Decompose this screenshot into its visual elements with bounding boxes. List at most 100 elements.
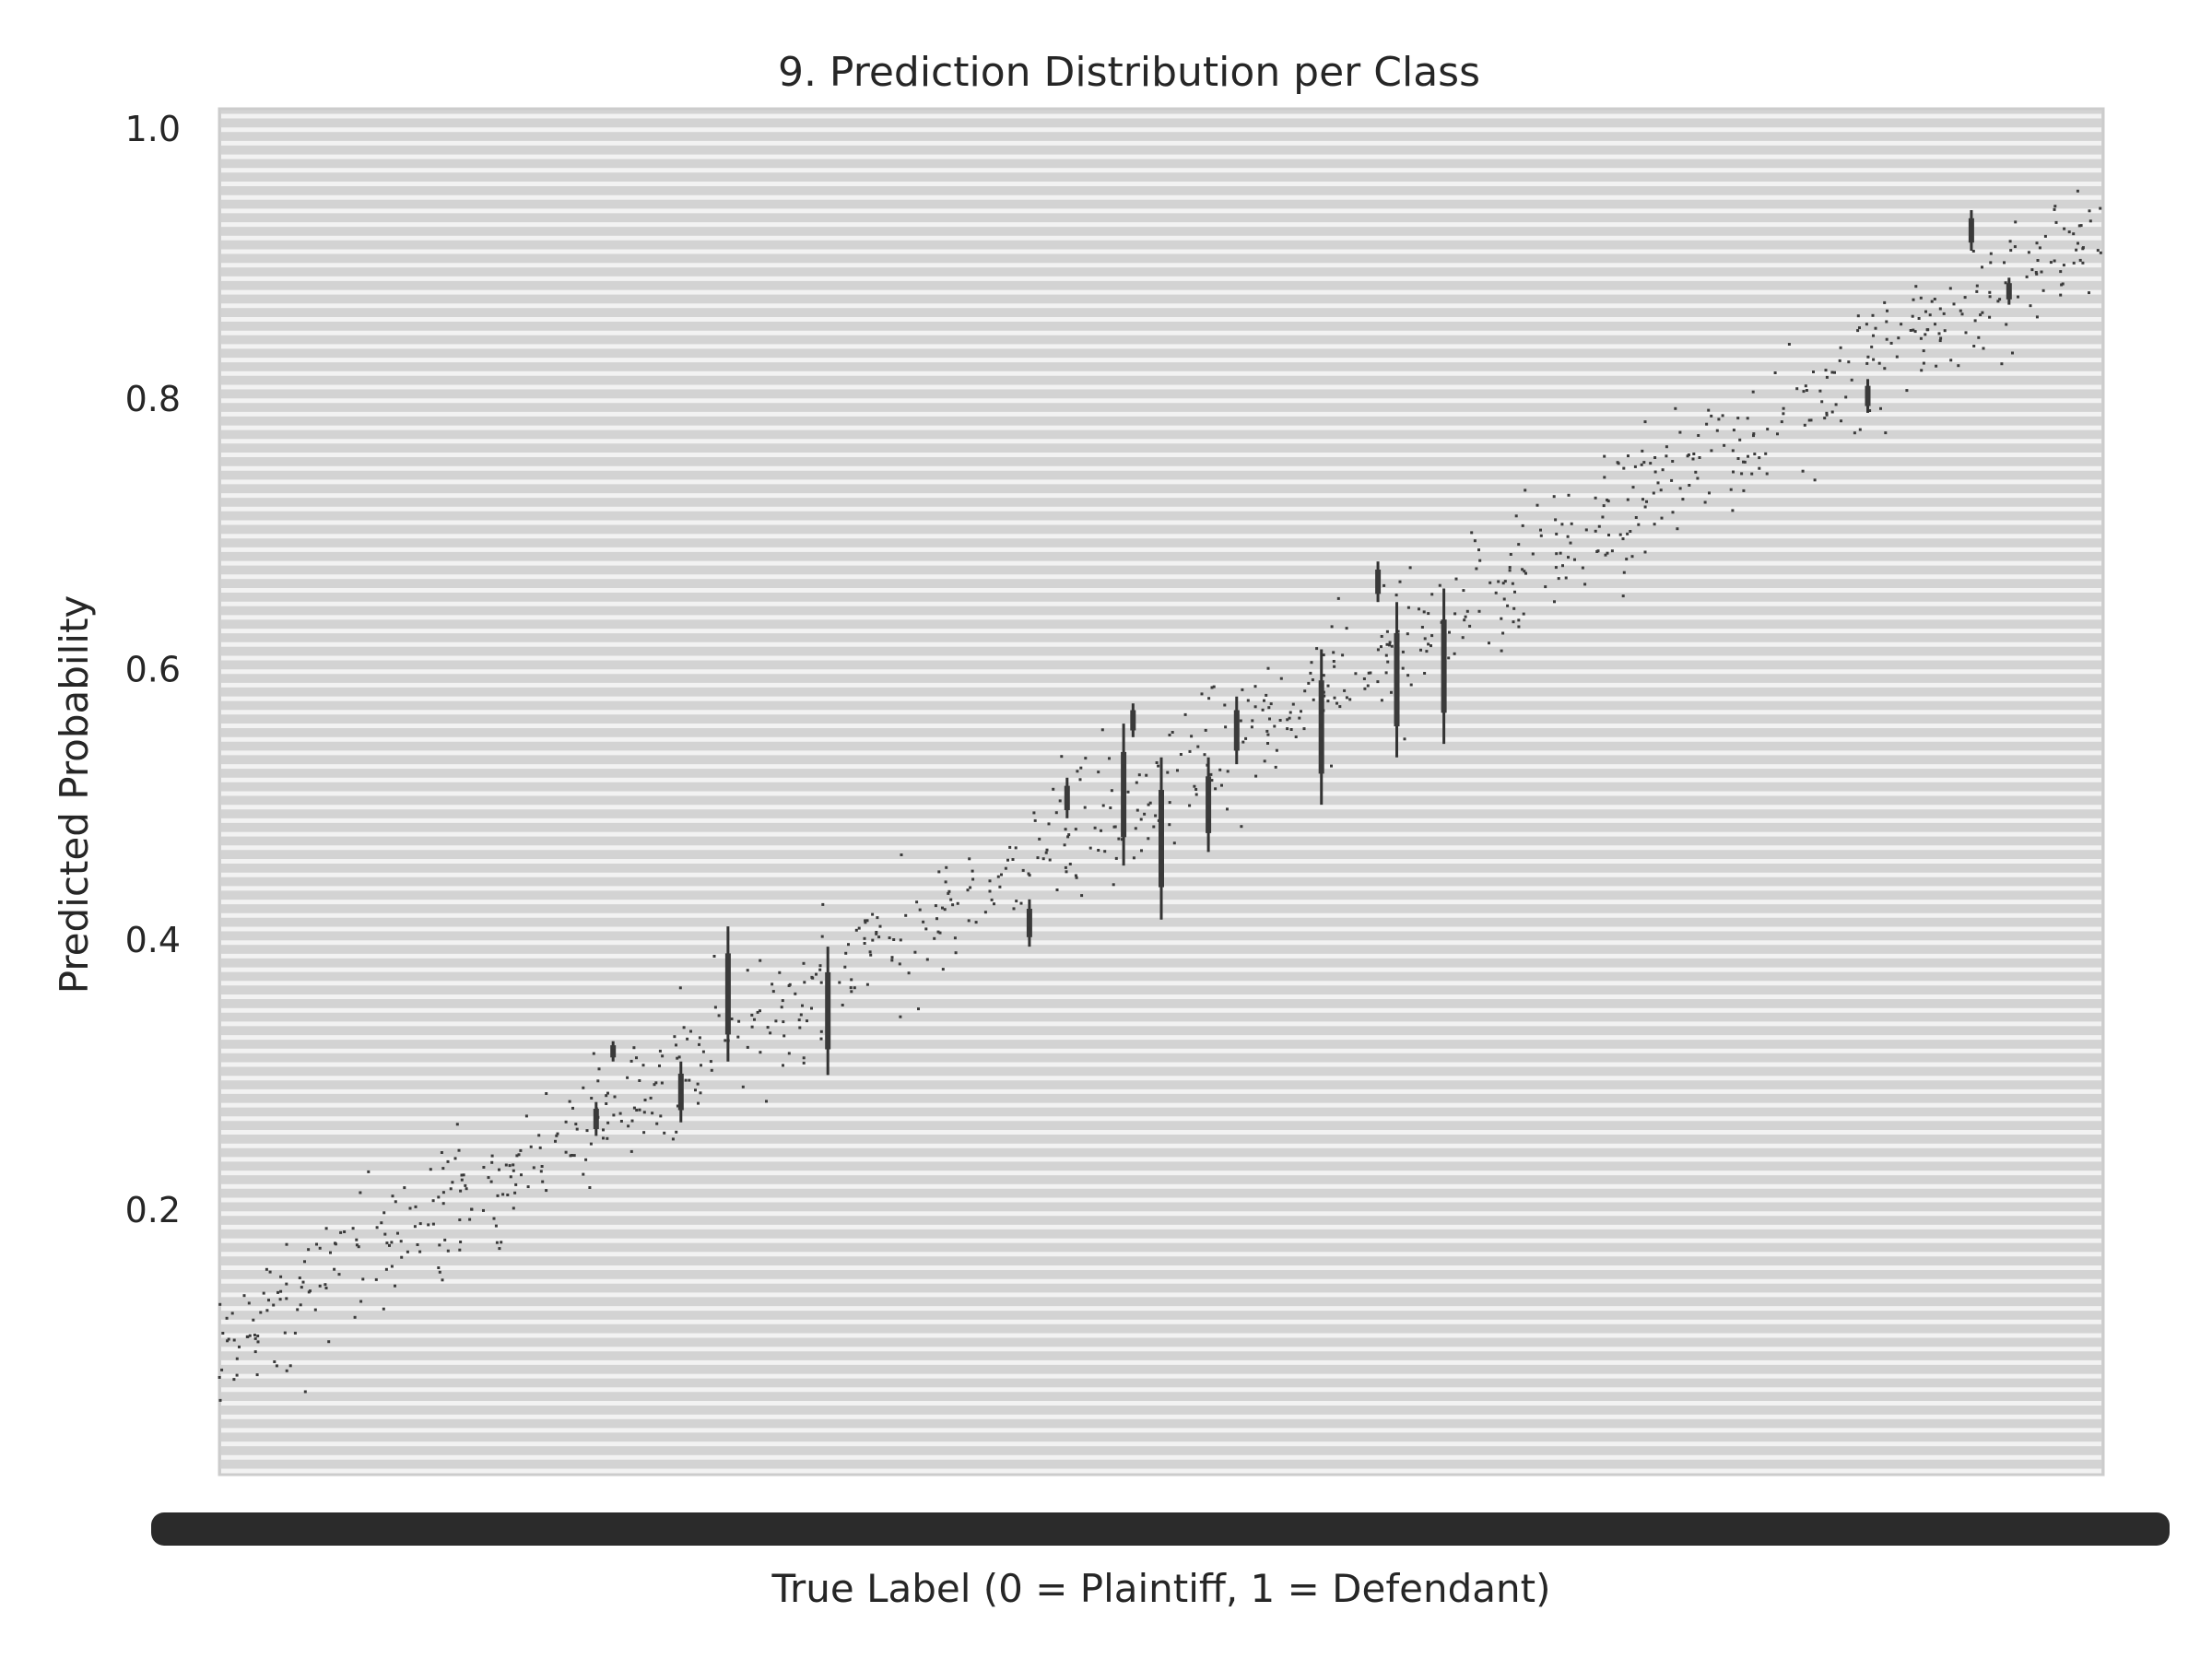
outlier-point (1567, 556, 1570, 559)
outlier-point (564, 1150, 568, 1154)
outlier-point (765, 1100, 768, 1103)
outlier-point (1981, 265, 1983, 269)
outlier-point (1570, 522, 1573, 525)
outlier-point (1294, 735, 1298, 738)
outlier-point (375, 1226, 379, 1230)
outlier-point (1535, 503, 1539, 507)
outlier-point (572, 1154, 576, 1158)
outlier-point (1188, 749, 1192, 753)
outlier-point (1041, 857, 1045, 861)
outlier-point (1606, 500, 1610, 503)
outlier-point (682, 1026, 686, 1030)
outlier-point (606, 1091, 609, 1095)
outlier-point (1453, 612, 1457, 616)
outlier-point (1312, 698, 1315, 701)
outlier-point (1825, 411, 1829, 415)
outlier-point (1905, 389, 1909, 393)
outlier-point (1048, 858, 1052, 862)
outlier-point (1524, 571, 1527, 575)
outlier-point (1622, 466, 1626, 470)
outlier-point (1752, 432, 1756, 436)
outlier-point (780, 1006, 783, 1009)
outlier-point (1209, 772, 1213, 776)
outlier-point (843, 965, 847, 969)
outlier-point (1948, 287, 1952, 290)
outlier-point (1135, 781, 1138, 784)
outlier-point (1121, 838, 1124, 841)
outlier-point (890, 956, 894, 959)
outlier-point (538, 1146, 542, 1149)
outlier-point (759, 1051, 762, 1054)
outlier-point (1640, 463, 1643, 466)
outlier-point (904, 913, 908, 917)
outlier-point (759, 959, 762, 962)
outlier-point (353, 1315, 357, 1319)
outlier-point (1751, 390, 1755, 394)
outlier-point (470, 1207, 474, 1211)
outlier-point (1004, 866, 1007, 870)
outlier-point (1288, 716, 1291, 720)
outlier-point (1265, 729, 1269, 733)
outlier-point (1594, 529, 1597, 533)
outlier-point (590, 1097, 594, 1100)
outlier-point (865, 982, 869, 986)
outlier-point (1564, 576, 1568, 580)
outlier-point (1497, 580, 1500, 583)
outlier-point (413, 1225, 417, 1229)
outlier-point (300, 1286, 303, 1289)
outlier-point (1380, 635, 1383, 638)
outlier-point (2072, 232, 2076, 236)
outlier-point (1093, 826, 1097, 830)
outlier-point (1539, 534, 1543, 537)
outlier-point (1097, 849, 1100, 852)
outlier-point (1942, 312, 1946, 315)
outlier-point (2053, 259, 2056, 263)
outlier-point (1513, 590, 1516, 594)
outlier-point (1477, 548, 1480, 552)
outlier-point (1865, 361, 1869, 365)
outlier-point (701, 1050, 705, 1053)
outlier-point (403, 1186, 406, 1190)
outlier-point (1653, 456, 1657, 459)
outlier-point (967, 919, 971, 923)
outlier-point (802, 1056, 806, 1060)
outlier-point (1975, 284, 1979, 288)
outlier-point (642, 1131, 646, 1135)
outlier-point (532, 1166, 535, 1170)
outlier-point (1681, 498, 1685, 501)
outlier-point (490, 1160, 494, 1164)
outlier-point (1348, 698, 1352, 701)
outlier-point (361, 1277, 365, 1281)
outlier-point (638, 1079, 641, 1082)
outlier-point (969, 886, 972, 889)
outlier-point (2049, 261, 2053, 265)
outlier-point (1006, 858, 1009, 862)
outlier-point (676, 1056, 679, 1060)
outlier-point (1641, 498, 1644, 501)
outlier-point (1957, 364, 1960, 368)
outlier-point (696, 1082, 700, 1086)
outlier-point (1567, 493, 1571, 497)
outlier-point (1241, 740, 1245, 744)
outlier-point (1196, 745, 1200, 748)
outlier-point (1743, 460, 1747, 464)
outlier-point (465, 1187, 468, 1191)
outlier-point (1250, 725, 1253, 729)
outlier-point (746, 969, 749, 972)
outlier-point (1964, 331, 1968, 335)
outlier-point (1470, 531, 1474, 535)
outlier-point (700, 1064, 702, 1067)
outlier-point (1802, 390, 1806, 394)
outlier-point (1488, 581, 1492, 584)
outlier-point (1052, 787, 1055, 791)
outlier-point (2077, 241, 2079, 245)
outlier-point (756, 1010, 759, 1014)
outlier-point (585, 1129, 589, 1133)
outlier-point (1676, 527, 1679, 531)
outlier-point (2036, 259, 2040, 262)
outlier-point (508, 1164, 512, 1168)
outlier-point (1204, 728, 1207, 732)
outlier-point (1823, 417, 1827, 420)
outlier-point (218, 1302, 222, 1306)
outlier-point (1989, 252, 1993, 255)
